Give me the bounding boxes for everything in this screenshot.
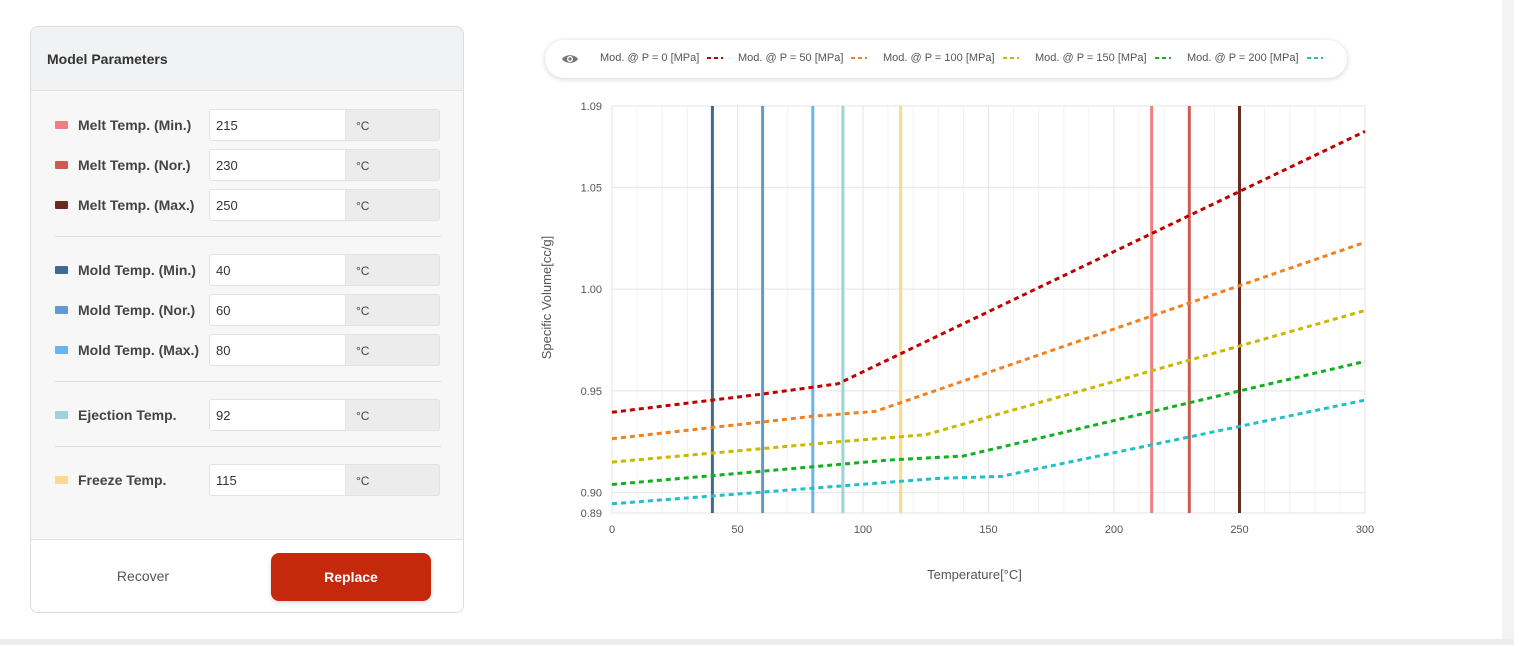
parameter-label: Melt Temp. (Nor.) bbox=[78, 157, 191, 173]
legend-item[interactable]: Mod. @ P = 0 [MPa] bbox=[600, 52, 724, 66]
color-swatch bbox=[55, 306, 68, 314]
y-tick-label: 0.95 bbox=[581, 386, 602, 398]
color-swatch bbox=[55, 161, 68, 169]
parameter-row: Melt Temp. (Nor.) °C bbox=[31, 149, 463, 181]
parameter-row: Mold Temp. (Nor.) °C bbox=[31, 294, 463, 326]
recover-button[interactable]: Recover bbox=[91, 556, 195, 596]
divider bbox=[55, 446, 441, 447]
unit-label: °C bbox=[346, 334, 440, 366]
x-axis-title: Temperature[°C] bbox=[927, 567, 1022, 582]
parameter-value-input[interactable] bbox=[209, 334, 346, 366]
x-tick-label: 150 bbox=[979, 524, 997, 536]
unit-label: °C bbox=[346, 109, 440, 141]
y-tick-label: 0.90 bbox=[581, 488, 602, 500]
parameter-row: Mold Temp. (Min.) °C bbox=[31, 254, 463, 286]
legend-swatch bbox=[707, 57, 724, 60]
x-tick-label: 300 bbox=[1356, 524, 1374, 536]
legend-item[interactable]: Mod. @ P = 150 [MPa] bbox=[1035, 52, 1171, 66]
legend-label: Mod. @ P = 200 [MPa] bbox=[1187, 52, 1299, 65]
panel-title: Model Parameters bbox=[31, 27, 463, 91]
parameter-row: Mold Temp. (Max.) °C bbox=[31, 334, 463, 366]
series-line bbox=[611, 359, 1366, 486]
legend-swatch bbox=[1306, 57, 1323, 60]
parameter-row: Ejection Temp. °C bbox=[31, 399, 463, 431]
window-edge bbox=[1502, 0, 1514, 645]
eye-icon[interactable] bbox=[561, 52, 579, 71]
parameter-value-input[interactable] bbox=[209, 109, 346, 141]
unit-label: °C bbox=[346, 399, 440, 431]
parameter-row: Melt Temp. (Min.) °C bbox=[31, 109, 463, 141]
color-swatch bbox=[55, 121, 68, 129]
unit-label: °C bbox=[346, 464, 440, 496]
y-tick-label: 0.89 bbox=[581, 508, 602, 520]
series-line bbox=[611, 130, 1366, 414]
parameter-label: Mold Temp. (Nor.) bbox=[78, 302, 196, 318]
legend-swatch bbox=[1002, 57, 1019, 60]
x-tick-label: 0 bbox=[609, 524, 615, 536]
legend-item[interactable]: Mod. @ P = 100 [MPa] bbox=[883, 52, 1019, 66]
bottom-bar bbox=[0, 639, 1514, 645]
parameter-value-input[interactable] bbox=[209, 464, 346, 496]
legend-label: Mod. @ P = 100 [MPa] bbox=[883, 52, 995, 65]
unit-label: °C bbox=[346, 294, 440, 326]
parameter-label: Freeze Temp. bbox=[78, 472, 167, 488]
parameter-label: Melt Temp. (Max.) bbox=[78, 197, 195, 213]
x-tick-label: 50 bbox=[731, 524, 743, 536]
series-line bbox=[611, 398, 1366, 506]
parameter-label: Mold Temp. (Max.) bbox=[78, 342, 200, 358]
model-parameters-panel: Model Parameters Melt Temp. (Min.)°CMelt… bbox=[30, 26, 464, 613]
replace-button[interactable]: Replace bbox=[271, 553, 431, 601]
color-swatch bbox=[55, 346, 68, 354]
legend-label: Mod. @ P = 150 [MPa] bbox=[1035, 52, 1147, 65]
chart-legend: Mod. @ P = 0 [MPa] Mod. @ P = 50 [MPa] Mod… bbox=[545, 40, 1347, 78]
unit-label: °C bbox=[346, 189, 440, 221]
unit-label: °C bbox=[346, 254, 440, 286]
legend-label: Mod. @ P = 50 [MPa] bbox=[738, 52, 844, 65]
series-line bbox=[611, 309, 1366, 464]
color-swatch bbox=[55, 266, 68, 274]
parameter-value-input[interactable] bbox=[209, 399, 346, 431]
parameter-row: Freeze Temp. °C bbox=[31, 464, 463, 496]
color-swatch bbox=[55, 201, 68, 209]
x-tick-label: 250 bbox=[1230, 524, 1248, 536]
parameter-value-input[interactable] bbox=[209, 149, 346, 181]
parameter-label: Ejection Temp. bbox=[78, 407, 177, 423]
color-swatch bbox=[55, 411, 68, 419]
y-tick-label: 1.09 bbox=[581, 101, 602, 113]
parameter-value-input[interactable] bbox=[209, 254, 346, 286]
legend-label: Mod. @ P = 0 [MPa] bbox=[600, 52, 700, 65]
legend-swatch bbox=[1154, 57, 1171, 60]
unit-label: °C bbox=[346, 149, 440, 181]
series-line bbox=[611, 240, 1366, 441]
y-tick-label: 1.00 bbox=[581, 284, 602, 296]
legend-item[interactable]: Mod. @ P = 200 [MPa] bbox=[1187, 52, 1323, 66]
legend-swatch bbox=[851, 57, 868, 60]
x-tick-label: 200 bbox=[1105, 524, 1123, 536]
color-swatch bbox=[55, 476, 68, 484]
divider bbox=[55, 381, 441, 382]
parameter-label: Mold Temp. (Min.) bbox=[78, 262, 196, 278]
parameter-value-input[interactable] bbox=[209, 189, 346, 221]
parameter-row: Melt Temp. (Max.) °C bbox=[31, 189, 463, 221]
panel-footer: Recover Replace bbox=[31, 539, 463, 612]
parameter-value-input[interactable] bbox=[209, 294, 346, 326]
specific-volume-chart: 0 50 100 150 200 250 300 0.89 0.90 0.95 1.00 1.05 1.… bbox=[539, 101, 1374, 582]
parameter-label: Melt Temp. (Min.) bbox=[78, 117, 192, 133]
divider bbox=[55, 236, 441, 237]
legend-item[interactable]: Mod. @ P = 50 [MPa] bbox=[738, 52, 868, 66]
x-tick-label: 100 bbox=[854, 524, 872, 536]
y-tick-label: 1.05 bbox=[581, 182, 602, 194]
y-axis-title: Specific Volume[cc/g] bbox=[539, 236, 554, 360]
